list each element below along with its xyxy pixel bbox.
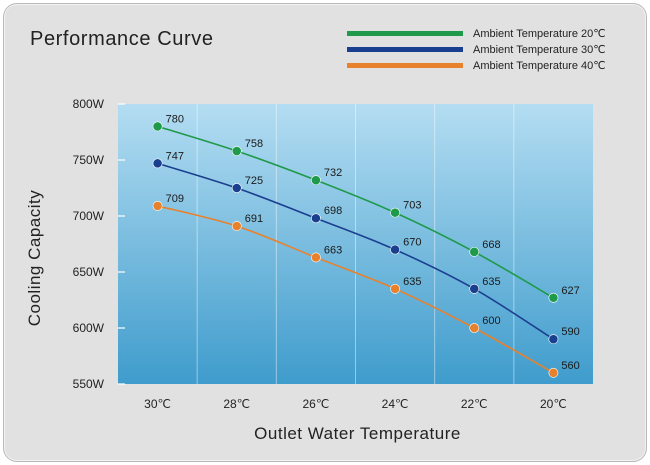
data-label: 600 — [482, 315, 500, 327]
data-point — [390, 207, 400, 218]
data-label: 635 — [403, 276, 421, 288]
y-tick-label: 600W — [73, 321, 105, 335]
data-point — [548, 367, 559, 378]
data-point — [152, 121, 163, 132]
legend-label: Ambient Temperature 20℃ — [473, 28, 606, 40]
x-tick-label: 24℃ — [382, 397, 409, 411]
data-point — [152, 201, 163, 211]
data-label: 725 — [245, 175, 263, 187]
data-label: 698 — [324, 205, 342, 217]
data-point — [548, 334, 559, 345]
data-point — [152, 158, 163, 169]
x-tick-label: 26℃ — [303, 397, 330, 411]
data-point — [311, 252, 321, 263]
data-label: 732 — [324, 167, 342, 179]
data-point — [548, 292, 559, 303]
data-label: 663 — [324, 244, 342, 256]
data-point — [469, 283, 480, 294]
legend-swatch — [347, 63, 463, 68]
data-point — [231, 146, 242, 156]
data-point — [469, 246, 480, 257]
y-tick-label: 550W — [73, 377, 105, 391]
data-label: 635 — [482, 276, 500, 288]
data-label: 780 — [166, 113, 184, 125]
legend-swatch — [347, 47, 463, 52]
y-tick-label: 750W — [73, 153, 105, 167]
data-point — [311, 213, 321, 224]
legend-label: Ambient Temperature 30℃ — [473, 44, 606, 56]
x-tick-label: 20℃ — [540, 397, 567, 411]
chart-title: Performance Curve — [30, 28, 214, 50]
data-point — [390, 244, 400, 255]
data-point — [231, 183, 242, 193]
x-tick-label: 30℃ — [144, 397, 171, 411]
data-label: 703 — [403, 200, 421, 212]
data-label: 691 — [245, 213, 263, 225]
data-label: 709 — [166, 193, 184, 205]
legend-swatch — [347, 31, 463, 36]
legend-label: Ambient Temperature 40℃ — [473, 60, 606, 72]
data-label: 668 — [482, 239, 500, 251]
series-line — [157, 205, 554, 374]
plot-area — [118, 104, 593, 384]
data-label: 758 — [245, 138, 263, 150]
data-label: 590 — [561, 326, 579, 338]
y-tick-label: 700W — [73, 209, 105, 223]
y-tick-label: 650W — [73, 265, 105, 279]
data-label: 560 — [561, 360, 579, 372]
y-axis-label: Cooling Capacity — [25, 189, 44, 327]
x-axis-label: Outlet Water Temperature — [254, 424, 461, 443]
data-point — [311, 175, 321, 186]
series-line — [157, 162, 554, 340]
data-label: 670 — [403, 237, 421, 249]
data-point — [469, 323, 480, 333]
data-label: 747 — [166, 150, 184, 162]
x-tick-label: 22℃ — [461, 397, 488, 411]
data-point — [390, 283, 400, 294]
series-line — [157, 125, 554, 299]
data-label: 627 — [561, 285, 579, 297]
x-tick-label: 28℃ — [223, 397, 250, 411]
data-point — [231, 221, 242, 231]
y-tick-label: 800W — [73, 97, 105, 111]
